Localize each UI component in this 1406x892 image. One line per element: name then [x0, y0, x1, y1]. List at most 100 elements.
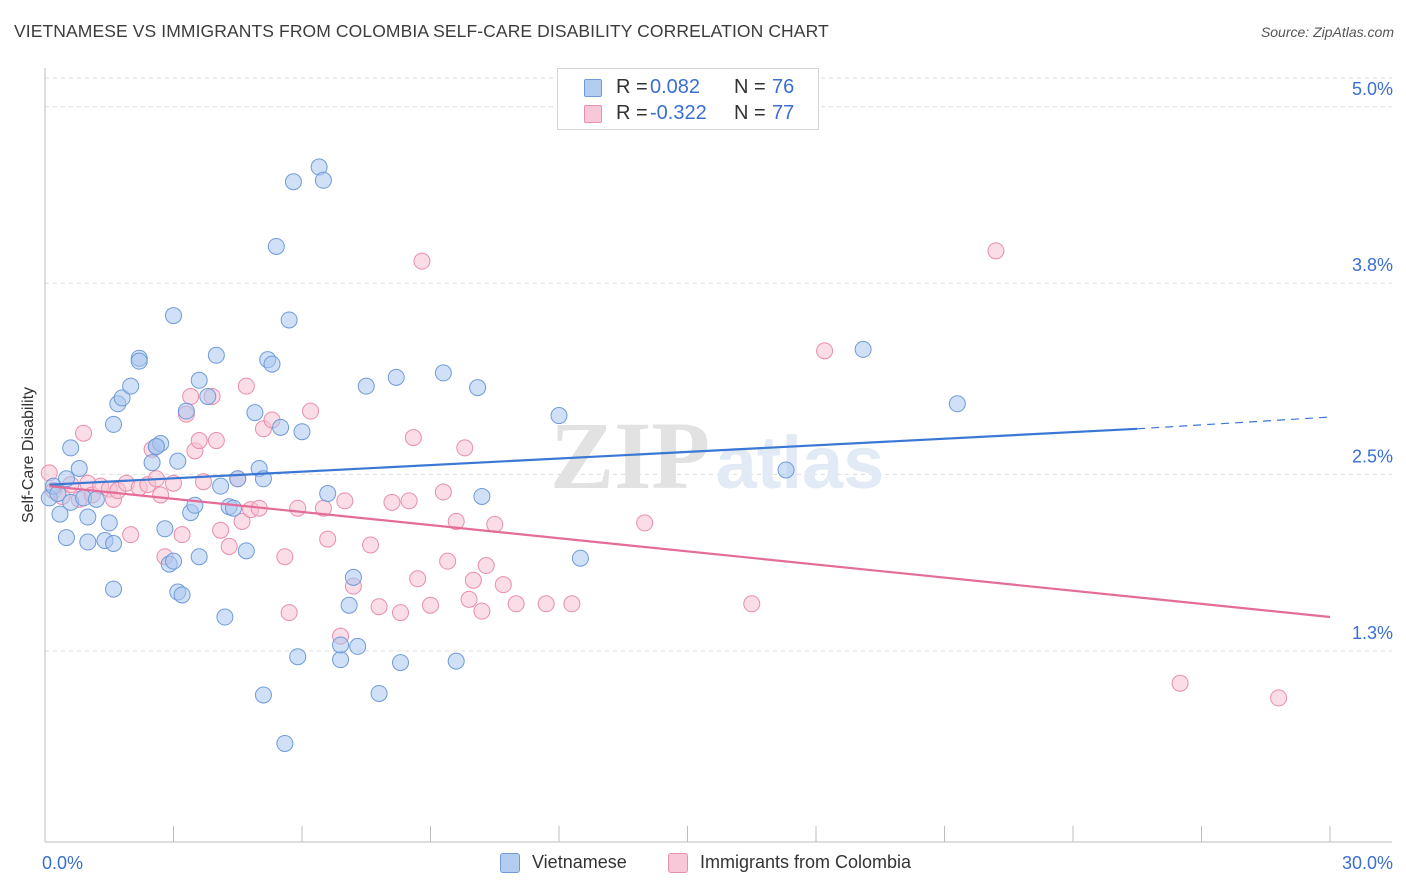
vietnamese-point	[169, 452, 187, 470]
colombia-point	[422, 596, 439, 614]
y-tick-label: 1.3%	[1352, 623, 1393, 643]
colombia-point	[280, 604, 298, 622]
vietnamese-point	[207, 346, 225, 364]
colombia-point	[182, 387, 200, 405]
colombia-point	[220, 537, 238, 555]
tick-labels: 1.3% 2.5% 3.8% 5.0% 0.0% 30.0%	[42, 79, 1393, 873]
vietnamese-point	[165, 552, 182, 570]
trend-lines	[49, 416, 1331, 619]
colombia-point	[302, 402, 320, 420]
vietnamese-point	[70, 459, 88, 477]
vietnamese-point	[272, 418, 290, 436]
vietnamese-point	[229, 470, 247, 488]
vietnamese-point	[190, 548, 208, 566]
colombia-point	[400, 492, 418, 510]
chart-source: Source: ZipAtlas.com	[1260, 24, 1394, 40]
colombia-point	[456, 439, 474, 457]
legend-swatch-vietnamese	[584, 79, 602, 97]
vietnamese-point	[854, 340, 872, 358]
colombia-point	[494, 576, 512, 594]
vietnamese-point	[49, 484, 67, 502]
colombia-point	[439, 552, 457, 570]
vietnamese-point	[340, 596, 358, 614]
colombia-point	[447, 512, 465, 530]
vietnamese-point	[190, 371, 208, 389]
legend-r-value: 0.082	[650, 76, 701, 98]
vietnamese-point	[777, 461, 795, 479]
vietnamese-point	[216, 608, 234, 626]
colombia-point	[473, 602, 491, 620]
colombia-point	[319, 530, 337, 548]
y-tick-label: 2.5%	[1352, 446, 1393, 466]
vietnamese-point	[224, 499, 242, 517]
colombia-point	[1270, 689, 1288, 707]
colombia-point	[464, 571, 482, 589]
vietnamese-point	[357, 377, 375, 395]
vietnamese-point	[173, 586, 191, 604]
bottom-swatch-vietnamese	[500, 853, 520, 873]
colombia-point	[434, 483, 452, 501]
vietnamese-point	[447, 652, 465, 670]
colombia-point	[537, 595, 555, 613]
gridlines	[45, 77, 1392, 652]
colombia-point	[289, 499, 307, 517]
colombia-point	[563, 595, 581, 613]
y-tick-label: 5.0%	[1352, 79, 1393, 99]
vietnamese-point	[212, 477, 230, 495]
colombia-point	[507, 595, 525, 613]
colombia-point	[409, 570, 427, 588]
vietnamese-point	[105, 415, 123, 433]
colombia-point	[362, 536, 380, 554]
vietnamese-point	[948, 395, 966, 413]
vietnamese-point	[387, 368, 405, 386]
vietnamese-point	[122, 377, 140, 395]
colombia-point	[237, 377, 255, 395]
legend-r-label: R =	[616, 76, 648, 98]
vietnamese-point	[177, 402, 195, 420]
vietnamese-point	[87, 490, 105, 508]
vietnamese-point	[105, 534, 123, 552]
vietnamese-point	[392, 654, 410, 672]
colombia-point	[173, 526, 191, 544]
colombia-point	[190, 432, 208, 450]
vietnamese-point	[314, 171, 332, 189]
vietnamese-point	[246, 404, 264, 422]
colombia-point	[477, 557, 495, 575]
vietnamese-point	[79, 508, 97, 526]
vietnamese-trend-extension	[1137, 416, 1331, 430]
legend-n-label: N =	[734, 76, 766, 98]
bottom-legend-label: Vietnamese	[532, 852, 627, 872]
vietnamese-point	[550, 407, 568, 425]
stats-legend: R = 0.082 N = 76 R = -0.322 N = 77	[557, 68, 819, 130]
colombia-point	[816, 342, 834, 360]
vietnamese-point	[100, 514, 118, 532]
colombia-point	[987, 242, 1005, 260]
legend-n-value: 77	[772, 102, 795, 124]
vietnamese-point	[62, 439, 80, 457]
vietnamese-point	[263, 355, 281, 373]
vietnamese-point	[130, 352, 148, 370]
legend-swatch-colombia	[584, 105, 602, 123]
x-tick-label: 0.0%	[42, 853, 83, 873]
colombia-point	[383, 493, 401, 511]
vietnamese-point	[571, 549, 589, 567]
vietnamese-point	[284, 173, 302, 191]
colombia-point	[276, 548, 294, 566]
x-tick-label: 30.0%	[1342, 853, 1393, 873]
legend-r-label: R =	[616, 102, 648, 124]
vietnamese-point	[293, 423, 311, 441]
vietnamese-point	[473, 487, 491, 505]
bottom-swatch-colombia	[668, 853, 688, 873]
colombia-point	[152, 486, 170, 504]
vietnamese-point	[57, 529, 75, 547]
colombia-point	[75, 424, 93, 442]
colombia-point	[370, 598, 388, 616]
vietnamese-point	[237, 542, 255, 560]
legend-r-value: -0.322	[650, 102, 707, 124]
vietnamese-point	[113, 389, 131, 407]
colombia-point	[486, 515, 504, 533]
chart-title: VIETNAMESE VS IMMIGRANTS FROM COLOMBIA S…	[14, 21, 829, 41]
vietnamese-point	[319, 484, 337, 502]
colombia-point	[1171, 674, 1189, 692]
vietnamese-point	[156, 520, 174, 538]
